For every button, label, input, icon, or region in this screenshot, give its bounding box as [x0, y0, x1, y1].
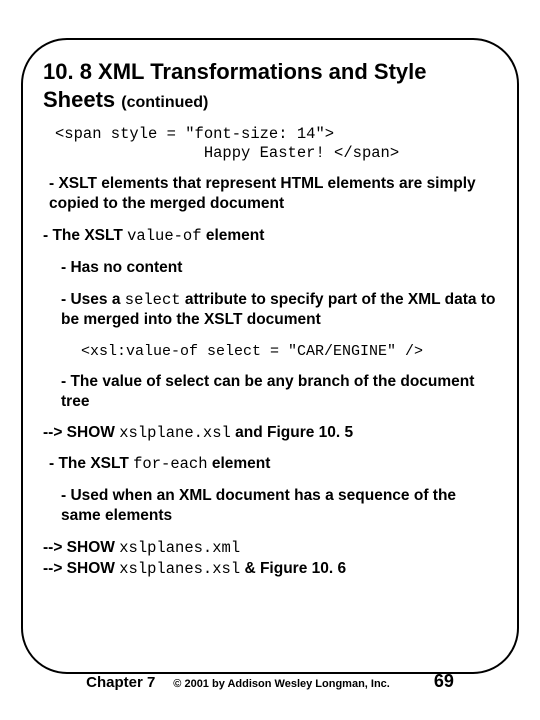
footer-copyright: © 2001 by Addison Wesley Longman, Inc.	[173, 678, 390, 690]
text: & Figure 10. 6	[240, 560, 346, 577]
text: - The XSLT	[43, 227, 127, 244]
code-block-span: <span style = "font-size: 14"> Happy Eas…	[55, 125, 497, 164]
bullet-foreach-intro: - The XSLT for-each element	[49, 454, 497, 474]
bullet-branch: - The value of select can be any branch …	[61, 372, 497, 412]
page-footer: Chapter 7 © 2001 by Addison Wesley Longm…	[0, 671, 540, 692]
title-continued: (continued)	[121, 94, 208, 111]
footer-pagenum: 69	[434, 671, 454, 692]
bullet-has-no-content: - Has no content	[61, 258, 497, 278]
code-file: xslplane.xsl	[119, 424, 231, 442]
text: --> SHOW	[43, 560, 119, 577]
code-file: xslplanes.xml	[119, 539, 240, 557]
text: and Figure 10. 5	[231, 424, 353, 441]
code-valueof: value-of	[127, 227, 201, 245]
bullet-valueof-intro: - The XSLT value-of element	[43, 226, 497, 246]
footer-chapter: Chapter 7	[86, 674, 155, 691]
show-xslplanes-xsl: --> SHOW xslplanes.xsl & Figure 10. 6	[43, 559, 497, 580]
bullet-xslt-copy: - XSLT elements that represent HTML elem…	[49, 174, 497, 214]
text: --> SHOW	[43, 539, 119, 556]
show-xslplane: --> SHOW xslplane.xsl and Figure 10. 5	[43, 424, 497, 442]
text: element	[208, 455, 271, 472]
title-main: 10. 8 XML Transformations and Style Shee…	[43, 59, 427, 112]
code-foreach: for-each	[133, 455, 207, 473]
page-title: 10. 8 XML Transformations and Style Shee…	[43, 58, 497, 113]
code-block-xsl: <xsl:value-of select = "CAR/ENGINE" />	[81, 343, 497, 360]
bullet-foreach-desc: - Used when an XML document has a sequen…	[61, 486, 497, 526]
bullet-uses-select: - Uses a select attribute to specify par…	[61, 290, 497, 330]
page-frame: 10. 8 XML Transformations and Style Shee…	[21, 38, 519, 674]
code-select: select	[125, 291, 181, 309]
show-xslplanes-xml: --> SHOW xslplanes.xml	[43, 538, 497, 559]
text: element	[202, 227, 265, 244]
text: - The XSLT	[49, 455, 133, 472]
text: - Uses a	[61, 291, 125, 308]
code-file: xslplanes.xsl	[119, 560, 240, 578]
text: --> SHOW	[43, 424, 119, 441]
